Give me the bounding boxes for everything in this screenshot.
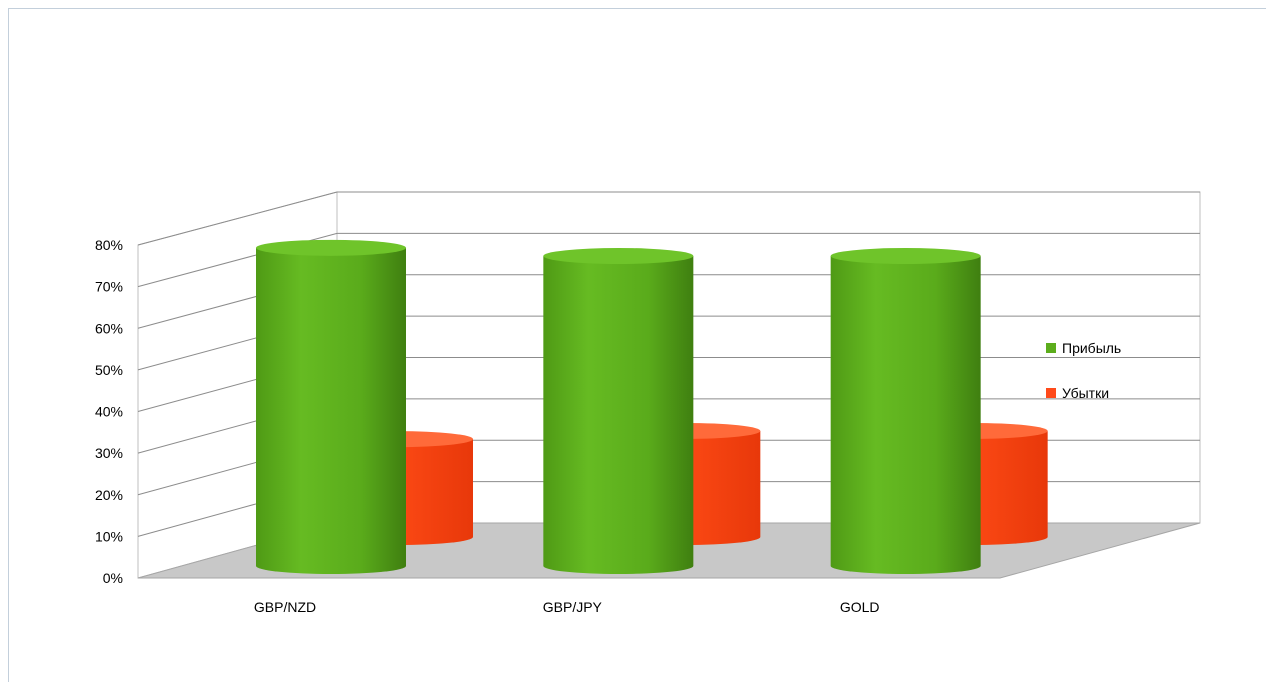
x-tick-label: GBP/JPY [543, 599, 603, 615]
y-tick-label: 10% [95, 528, 123, 544]
y-axis-ticks: 0% 10% 20% 30% 40% 50% 60% 70% 80% [95, 237, 123, 586]
legend-swatch [1046, 388, 1056, 398]
y-tick-label: 20% [95, 487, 123, 503]
bar-profit [256, 239, 406, 575]
x-tick-label: GBP/NZD [254, 599, 316, 615]
chart-legend: Прибыль Убытки [1046, 340, 1121, 401]
bar-profit [543, 247, 694, 575]
legend-label: Прибыль [1062, 340, 1121, 356]
y-tick-label: 30% [95, 445, 123, 461]
gridline-side [137, 191, 338, 246]
legend-swatch [1046, 343, 1056, 353]
bar-top [830, 247, 981, 264]
bar-body [543, 255, 694, 575]
y-tick-label: 80% [95, 237, 123, 253]
y-tick-label: 50% [95, 362, 123, 378]
chart-bars [256, 239, 1048, 575]
y-tick-label: 0% [103, 570, 123, 586]
bar-profit [830, 247, 981, 575]
y-tick-label: 60% [95, 320, 123, 336]
y-tick-label: 40% [95, 404, 123, 420]
y-tick-label: 70% [95, 279, 123, 295]
bar-top [256, 239, 406, 256]
x-tick-label: GOLD [840, 599, 880, 615]
bar-top [543, 247, 694, 264]
bar-body [256, 247, 406, 575]
bar-body [830, 255, 981, 575]
x-axis-ticks: GBP/NZD GBP/JPY GOLD [254, 599, 880, 615]
legend-label: Убытки [1062, 385, 1109, 401]
